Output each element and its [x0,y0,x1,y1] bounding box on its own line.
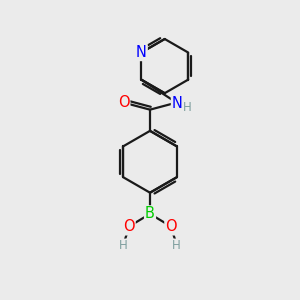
Text: O: O [165,219,177,234]
Text: O: O [123,219,135,234]
Text: H: H [183,101,192,114]
Text: H: H [172,239,181,253]
Text: O: O [118,95,129,110]
Text: B: B [145,206,155,221]
Text: N: N [172,96,183,111]
Text: N: N [136,45,147,60]
Text: H: H [119,239,128,253]
